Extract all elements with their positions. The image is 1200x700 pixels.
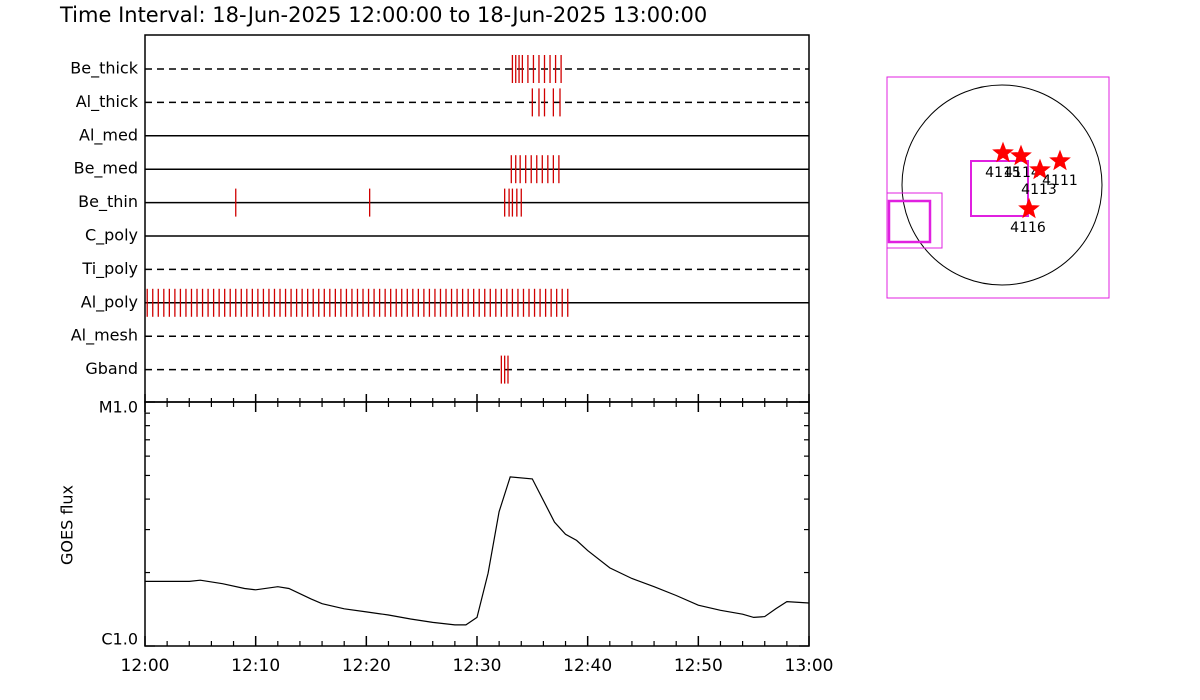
fov-box: [887, 199, 932, 244]
x-tick-label: 12:50: [674, 656, 723, 676]
x-tick-label: 12:10: [231, 656, 280, 676]
row-label: Be_thick: [70, 59, 138, 79]
region-star: [1010, 144, 1032, 166]
map-frame: [886, 76, 1110, 299]
region-star: [1029, 158, 1051, 180]
row-label: Al_thick: [76, 92, 139, 112]
goes-curve: [145, 476, 810, 626]
fov-box: [886, 192, 943, 249]
region-label: 4116: [1010, 220, 1046, 236]
y-axis-label: GOES flux: [58, 485, 77, 565]
region-star: [1049, 149, 1071, 171]
x-tick-label: 12:30: [453, 656, 502, 676]
row-label: Be_med: [74, 159, 138, 179]
row-label: Al_med: [79, 125, 138, 145]
row-label: Gband: [85, 359, 138, 378]
region-label: 4114: [1004, 165, 1040, 181]
solar-disk: [901, 84, 1103, 286]
row-label: Ti_poly: [81, 259, 138, 279]
row-label: Al_mesh: [71, 326, 138, 346]
row-label: Be_thin: [78, 192, 138, 212]
region-star: [1018, 197, 1040, 219]
row-label: C_poly: [85, 226, 138, 246]
fov-box: [970, 160, 1029, 217]
x-tick-label: 13:00: [785, 656, 834, 676]
region-label: 4111: [1042, 173, 1078, 189]
y-tick-label: C1.0: [101, 630, 138, 649]
region-label: 4113: [1021, 182, 1057, 198]
x-tick-label: 12:20: [342, 656, 391, 676]
chart-title: Time Interval: 18-Jun-2025 12:00:00 to 1…: [59, 3, 707, 27]
region-star: [992, 141, 1014, 163]
y-tick-label: M1.0: [99, 398, 138, 417]
x-tick-label: 12:00: [121, 656, 170, 676]
row-label: Al_poly: [81, 292, 138, 312]
region-label: 4115: [985, 165, 1021, 181]
x-tick-label: 12:40: [563, 656, 612, 676]
